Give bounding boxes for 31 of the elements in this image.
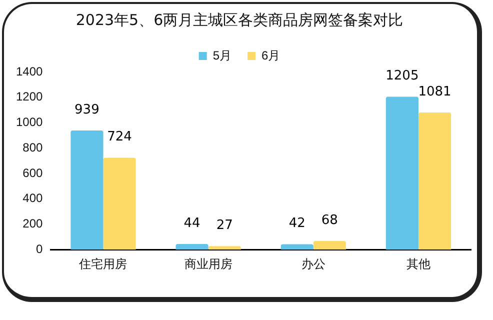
data-label: 44 [184,216,200,231]
legend-label: 5月 [212,48,232,62]
bar [70,130,104,250]
y-tick-label: 600 [22,166,44,180]
x-tick-label: 办公 [301,257,326,272]
bar [313,240,346,250]
y-tick-label: 0 [36,242,44,256]
x-tick-label: 住宅用房 [78,257,128,272]
bar [418,112,452,250]
y-tick-label: 200 [22,216,44,231]
y-tick-label: 1400 [16,64,44,78]
data-label: 724 [107,130,132,145]
x-tick-label: 其他 [406,257,430,272]
data-label: 27 [216,218,233,234]
chart-title: 2023年5、6两月主城区各类商品房网签备案对比 [76,10,404,29]
y-tick-label: 800 [22,140,44,154]
y-tick-label: 1000 [16,115,44,130]
data-label: 42 [288,216,306,232]
bar [386,96,418,250]
bar [280,244,314,250]
bar [176,244,208,250]
y-tick-label: 1200 [16,90,44,104]
x-tick-label: 商业用房 [184,257,232,272]
legend-label: 6月 [262,48,280,62]
bar [103,158,136,250]
data-label: 1081 [418,84,452,100]
bar [208,246,241,250]
y-tick-label: 400 [22,191,44,206]
data-label: 1205 [386,68,419,84]
data-label: 939 [74,102,100,118]
data-label: 68 [321,212,338,228]
